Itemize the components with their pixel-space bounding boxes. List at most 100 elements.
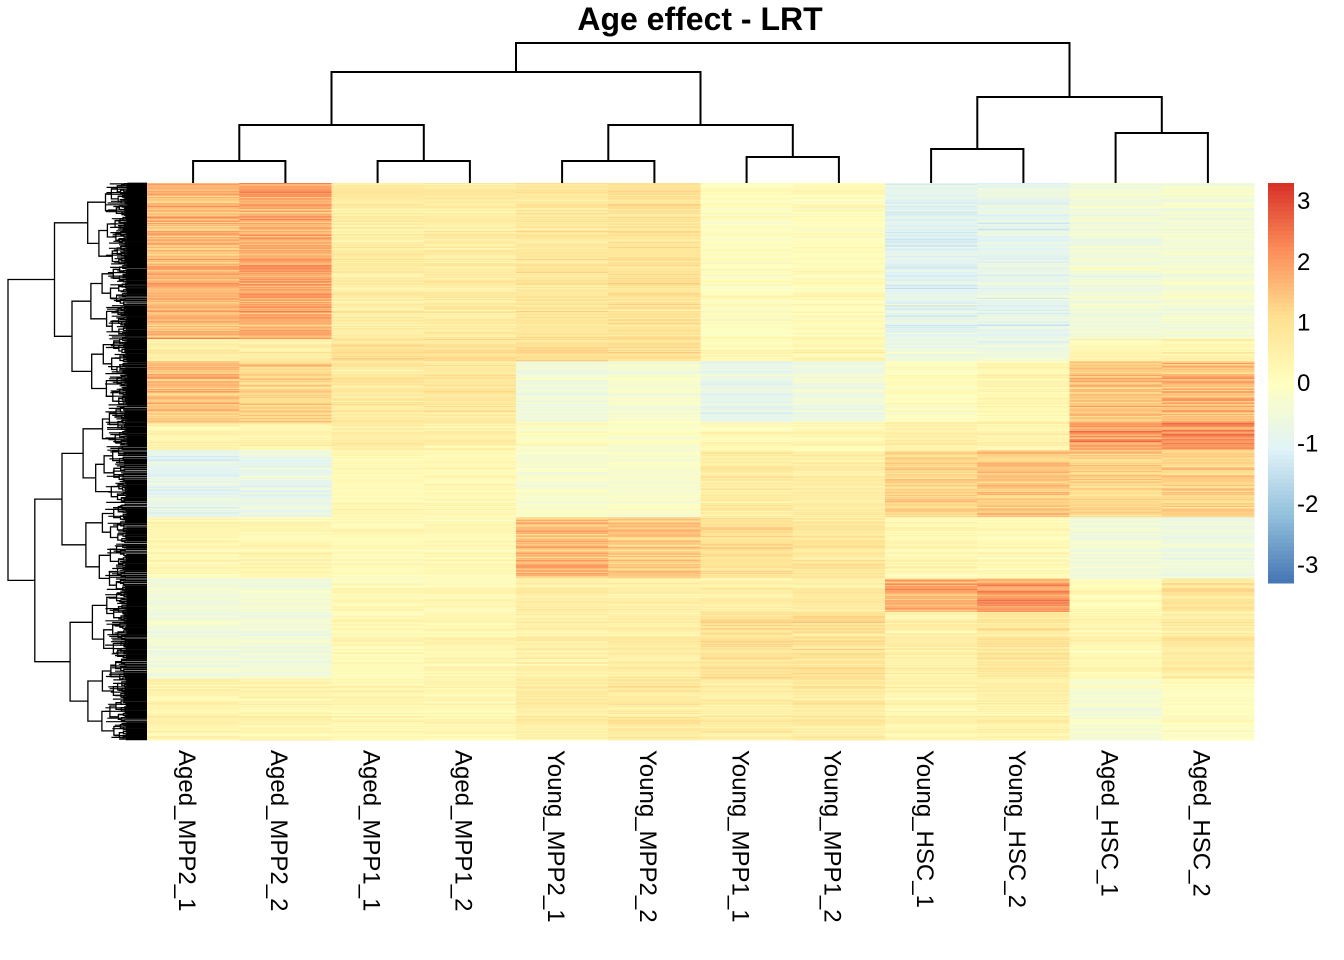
heatmap-cell [147,309,240,311]
heatmap-cell [1069,442,1163,445]
heatmap-cell [1161,441,1255,443]
heatmap-cell [239,462,332,464]
heatmap-cell [516,266,609,268]
heatmap-cell [516,501,609,503]
heatmap-cell [608,409,701,411]
heatmap-cell [516,201,609,203]
heatmap-cell [792,397,886,399]
heatmap-cell [1069,214,1163,216]
heatmap-cell [700,368,794,370]
heatmap-cell [1069,338,1163,341]
heatmap-cell [331,191,425,193]
heatmap-cell [331,430,425,433]
heatmap-cell [516,480,609,482]
heatmap-cell [792,355,886,357]
heatmap-cell [700,482,794,485]
heatmap-cell [516,205,609,207]
heatmap-cell [700,440,794,442]
heatmap-cell [608,304,701,306]
heatmap-cell [608,226,701,228]
heatmap-cell [239,284,332,286]
heatmap-cell [885,503,978,505]
heatmap-cell [608,350,701,352]
heatmap-cell [1161,183,1255,186]
heatmap-cell [147,205,240,207]
heatmap-cell [1069,257,1163,259]
heatmap-cell [977,313,1070,316]
heatmap-cell [977,461,1070,463]
heatmap-cell [147,376,240,378]
heatmap-cell [700,280,794,282]
heatmap-cell [331,473,425,475]
heatmap-cell [700,468,794,470]
heatmap-cell [977,343,1070,345]
heatmap-cell [516,395,609,397]
heatmap-cell [239,498,332,500]
heatmap-cell [700,479,794,481]
heatmap-cell [1069,403,1163,406]
heatmap-cell [239,270,332,272]
heatmap-cell [1069,291,1163,293]
heatmap-cell [700,198,794,201]
heatmap-cell [331,439,425,441]
heatmap-cell [885,389,978,391]
heatmap-cell [147,361,240,363]
heatmap-cell [885,300,978,303]
heatmap-cell [147,471,240,474]
heatmap-cell [885,392,978,395]
heatmap-cell [1161,274,1255,277]
heatmap-cell [977,415,1070,417]
heatmap-cell [423,213,517,215]
heatmap-cell [792,306,886,308]
row-dendrogram-link [69,621,93,702]
heatmap-cell [792,360,886,362]
heatmap-cell [331,183,425,185]
heatmap-cell [700,456,794,459]
heatmap-cell [1069,195,1163,197]
heatmap-cell [1069,321,1163,323]
heatmap-cell [147,234,240,237]
heatmap-cell [423,261,517,264]
heatmap-cell [792,318,886,320]
heatmap-cell [885,376,978,378]
heatmap-cell [423,320,517,322]
heatmap-cell [792,484,886,487]
heatmap-cell [331,378,425,381]
heatmap-cell [608,216,701,218]
heatmap-cell [1161,208,1255,210]
heatmap-cell [423,425,517,427]
heatmap-cell [885,473,978,475]
heatmap-cell [977,217,1070,219]
heatmap-cell [700,248,794,251]
heatmap-cell [1161,204,1255,206]
heatmap-cell [516,352,609,355]
heatmap-cell [147,224,240,227]
heatmap-cell [423,418,517,421]
heatmap-cell [977,194,1070,196]
heatmap-cell [423,210,517,213]
heatmap-cell [1069,301,1163,304]
heatmap-cell [423,341,517,344]
heatmap-cell [423,390,517,392]
heatmap-cell [885,378,978,381]
heatmap-cell [516,462,609,464]
heatmap-cell [1069,197,1163,200]
heatmap-cell [977,198,1070,201]
heatmap-cell [1161,236,1255,239]
heatmap-cell [977,300,1070,303]
heatmap-cell [239,504,332,506]
heatmap-cell [423,405,517,408]
heatmap-cell [1161,280,1255,282]
heatmap-cell [331,366,425,369]
heatmap-cell [977,322,1070,324]
heatmap-cell [516,253,609,255]
heatmap-cell [147,483,240,486]
heatmap-cell [147,336,240,338]
heatmap-cell [516,403,609,406]
heatmap-cell [700,325,794,327]
heatmap-cell [147,401,240,403]
heatmap-cell [331,274,425,277]
heatmap-cell [977,271,1070,273]
heatmap-cell [423,289,517,292]
heatmap-cell [516,230,609,232]
